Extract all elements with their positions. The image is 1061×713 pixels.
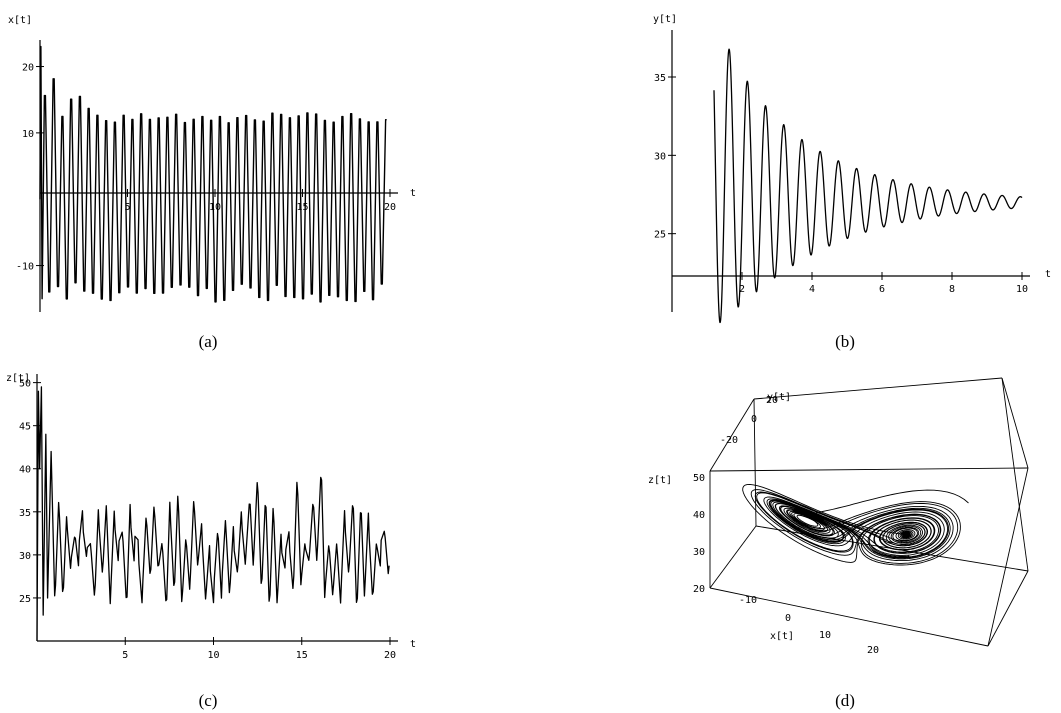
attractor-trajectory (742, 483, 969, 566)
chart-d-xlabel: x[t] (770, 631, 794, 642)
y-tick-label: 35 (19, 508, 31, 519)
x-tick-label: 10 (819, 630, 831, 641)
x-tick-label: 5 (124, 202, 130, 213)
plot-c: 5 10 15 20 25 30 35 40 45 50 (19, 374, 398, 661)
z-tick-label: 20 (693, 584, 705, 595)
y-tick-label: -10 (16, 262, 34, 273)
box-edge (1001, 377, 1029, 469)
z-tick-label: 40 (693, 510, 705, 521)
chart-c: 5 10 15 20 25 30 35 40 45 50 z[t] t (c) (6, 373, 416, 710)
plot-b: 2 4 6 8 10 25 30 35 (654, 30, 1030, 324)
box-edge (709, 467, 1029, 472)
x-tick-label: 10 (209, 202, 221, 213)
chart-c-xlabel: t (410, 639, 416, 650)
plot-d: 20 30 40 50 -20 0 20 -10 0 10 20 (693, 377, 1029, 656)
chart-d-ylabel: y[t] (767, 392, 791, 403)
box-edge (987, 467, 1029, 647)
data-trace (36, 386, 390, 642)
chart-c-ylabel: z[t] (6, 373, 30, 384)
caption-a: (a) (199, 332, 218, 351)
caption-d: (d) (835, 691, 855, 710)
y-tick-label: 20 (22, 63, 34, 74)
y-tick-label: 40 (19, 465, 31, 476)
x-tick-label: 6 (879, 284, 885, 295)
y-tick-label: 30 (654, 151, 666, 162)
chart-d: 20 30 40 50 -20 0 20 -10 0 10 20 y[t] z[t] x[t] (d… (648, 377, 1029, 710)
box-edge (753, 377, 1003, 400)
box-edge (709, 587, 989, 647)
y-tick-label: -20 (720, 435, 738, 446)
caption-c: (c) (199, 691, 218, 710)
z-tick-label: 50 (693, 473, 705, 484)
x-tick-label: 15 (296, 650, 308, 661)
y-tick-label: 25 (19, 594, 31, 605)
x-tick-label: 0 (785, 613, 791, 624)
data-trace (713, 48, 1023, 324)
x-tick-label: 20 (867, 645, 879, 656)
chart-a-xlabel: t (410, 188, 416, 199)
box-edge (753, 398, 757, 527)
box-edge (709, 398, 755, 472)
x-tick-label: 20 (384, 650, 396, 661)
y-tick-label: 25 (654, 230, 666, 241)
chart-a: 5 10 15 20 -10 10 20 x[t] t (a) (8, 15, 416, 351)
chart-b-ylabel: y[t] (653, 14, 677, 25)
chart-b: 2 4 6 8 10 25 30 35 y[t] t (b) (653, 14, 1051, 351)
x-tick-label: 8 (949, 284, 955, 295)
plot-a: 5 10 15 20 -10 10 20 (16, 40, 398, 312)
box-edge (709, 525, 757, 589)
box-edge (987, 570, 1029, 647)
y-tick-label: 30 (19, 551, 31, 562)
z-tick-label: 30 (693, 547, 705, 558)
y-tick-label: 10 (22, 129, 34, 140)
x-tick-label: 4 (809, 284, 815, 295)
y-tick-label: 20 (766, 395, 778, 406)
chart-d-zlabel: z[t] (648, 475, 672, 486)
y-tick-label: 50 (19, 379, 31, 390)
caption-b: (b) (835, 332, 855, 351)
x-tick-label: 5 (122, 650, 128, 661)
y-tick-label: 35 (654, 73, 666, 84)
y-tick-label: 45 (19, 422, 31, 433)
x-tick-label: -10 (739, 595, 757, 606)
chart-a-ylabel: x[t] (8, 15, 32, 26)
x-tick-label: 20 (384, 202, 396, 213)
x-tick-label: 2 (739, 284, 745, 295)
y-tick-label: 0 (751, 414, 757, 425)
box-edge (1001, 377, 1029, 572)
x-tick-label: 15 (296, 202, 308, 213)
chart-b-xlabel: t (1045, 269, 1051, 280)
data-trace (39, 45, 387, 303)
x-tick-label: 10 (1016, 284, 1028, 295)
x-tick-label: 10 (207, 650, 219, 661)
